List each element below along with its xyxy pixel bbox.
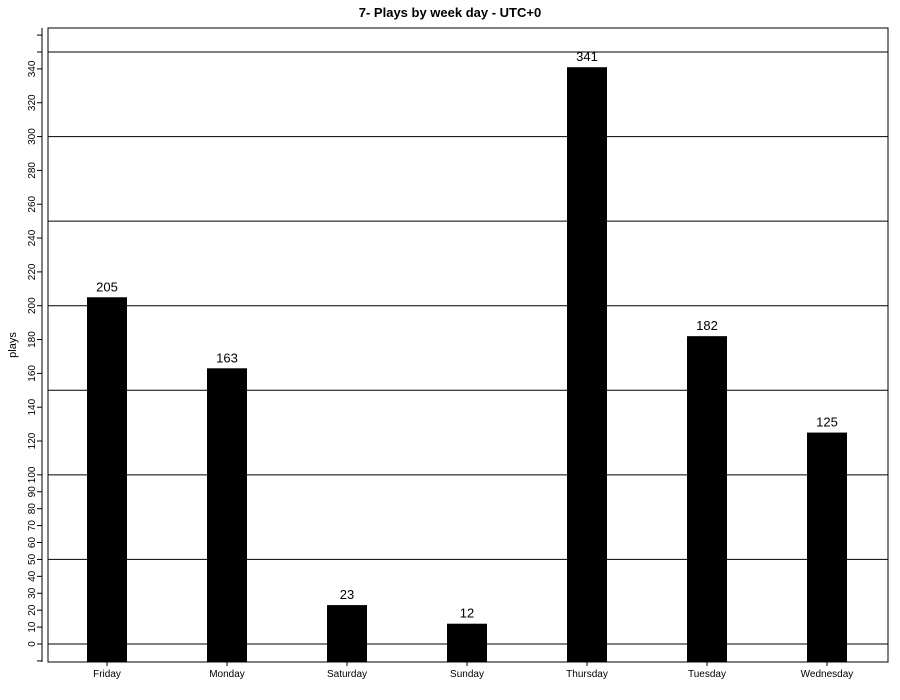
bar [447, 623, 487, 662]
bar-value-label: 163 [216, 350, 238, 365]
bar-value-label: 23 [340, 587, 354, 602]
bar-value-label: 12 [460, 606, 474, 621]
y-tick-label: 100 [27, 466, 38, 483]
y-tick-label: 120 [27, 432, 38, 449]
x-tick-label: Sunday [450, 669, 484, 680]
y-tick-label: 20 [27, 604, 38, 616]
y-tick-label: 70 [27, 520, 38, 532]
x-tick-label: Friday [93, 669, 121, 680]
x-tick-label: Saturday [327, 669, 367, 680]
y-tick-label: 260 [27, 195, 38, 212]
x-tick-label: Monday [209, 669, 245, 680]
bar [87, 297, 127, 662]
y-tick-label: 0 [27, 641, 38, 647]
bar-value-label: 125 [816, 415, 838, 430]
x-tick-label: Thursday [566, 669, 608, 680]
y-tick-label: 80 [27, 503, 38, 515]
bar [807, 432, 847, 662]
x-tick-label: Wednesday [801, 669, 854, 680]
x-axis: Friday Monday Saturday Sunday Thursday Tuesda… [93, 662, 853, 680]
bar-value-label: 182 [696, 318, 718, 333]
y-tick-label: 30 [27, 587, 38, 599]
bar-value-label: 205 [96, 279, 118, 294]
y-tick-label: 40 [27, 570, 38, 582]
y-tick-label: 60 [27, 537, 38, 549]
y-tick-label: 10 [27, 621, 38, 633]
chart-title: 7- Plays by week day - UTC+0 [359, 5, 541, 20]
y-tick-label: 240 [27, 229, 38, 246]
x-tick-label: Tuesday [688, 669, 726, 680]
bar-value-label: 341 [576, 49, 598, 64]
gridlines [48, 51, 888, 645]
plot-frame [47, 27, 889, 663]
bar [207, 368, 247, 662]
y-tick-label: 220 [27, 263, 38, 280]
y-axis: 0 10 20 30 40 50 60 70 80 90 100 120 140 160 180 200 220… [27, 28, 43, 662]
y-tick-label: 50 [27, 553, 38, 565]
y-tick-label: 340 [27, 60, 38, 77]
y-tick-label: 90 [27, 486, 38, 498]
bar [327, 605, 367, 662]
y-tick-label: 320 [27, 94, 38, 111]
y-axis-label: plays [7, 332, 19, 358]
y-tick-label: 160 [27, 365, 38, 382]
y-tick-label: 140 [27, 398, 38, 415]
y-tick-label: 280 [27, 162, 38, 179]
bars: 205 163 23 12 341 182 125 [87, 49, 847, 663]
y-tick-label: 200 [27, 297, 38, 314]
bar [567, 67, 607, 663]
bar [687, 336, 727, 662]
y-tick-label: 300 [27, 128, 38, 145]
y-tick-label: 180 [27, 331, 38, 348]
